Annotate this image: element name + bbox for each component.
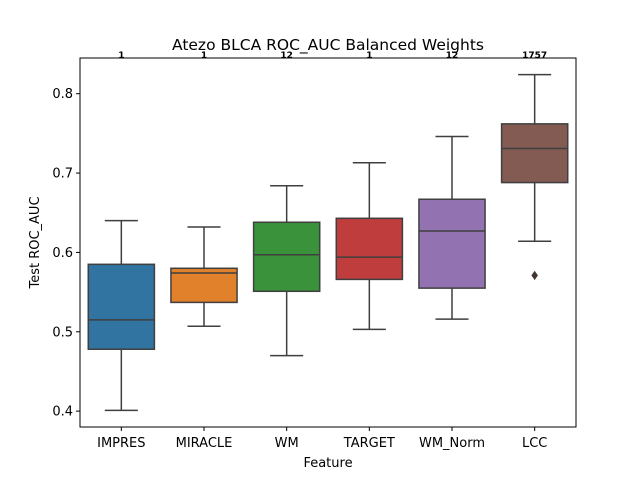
box-target xyxy=(335,217,404,281)
box-wm-norm xyxy=(418,198,486,289)
count-label-wm-norm: 12 xyxy=(446,51,459,61)
x-tick-label-wm: WM xyxy=(275,436,299,451)
chart-title: Atezo BLCA ROC_AUC Balanced Weights xyxy=(172,36,484,55)
box-miracle xyxy=(170,267,238,304)
box-wm xyxy=(252,221,321,293)
count-label-wm: 12 xyxy=(280,51,293,61)
count-label-miracle: 1 xyxy=(201,51,207,61)
x-tick-label-impres: IMPRES xyxy=(97,436,145,451)
box-impres xyxy=(87,263,156,350)
x-tick-label-miracle: MIRACLE xyxy=(176,436,233,451)
x-tick-label-target: TARGET xyxy=(343,436,395,451)
x-tick-label-lcc: LCC xyxy=(522,436,547,451)
count-label-target: 1 xyxy=(366,51,372,61)
y-tick-label-0: 0.4 xyxy=(52,405,73,420)
plot-area: 0.4 0.5 0.6 0.7 0.8 IMPRES 1 MIRACLE 1 WM 12 TARGET… xyxy=(52,51,577,451)
plot-frame xyxy=(79,57,577,428)
y-tick-label-3: 0.7 xyxy=(52,167,73,182)
outlier-lcc-0 xyxy=(531,270,538,281)
x-tick-label-wm-norm: WM_Norm xyxy=(419,436,485,451)
y-axis-title: Test ROC_AUC xyxy=(28,196,43,289)
box-lcc xyxy=(500,123,569,184)
y-tick-label-2: 0.6 xyxy=(52,246,73,261)
count-label-impres: 1 xyxy=(118,51,124,61)
x-axis-title: Feature xyxy=(303,456,352,471)
y-tick-label-4: 0.8 xyxy=(52,87,73,102)
count-label-lcc: 1757 xyxy=(522,51,547,61)
y-tick-label-1: 0.5 xyxy=(52,325,73,340)
